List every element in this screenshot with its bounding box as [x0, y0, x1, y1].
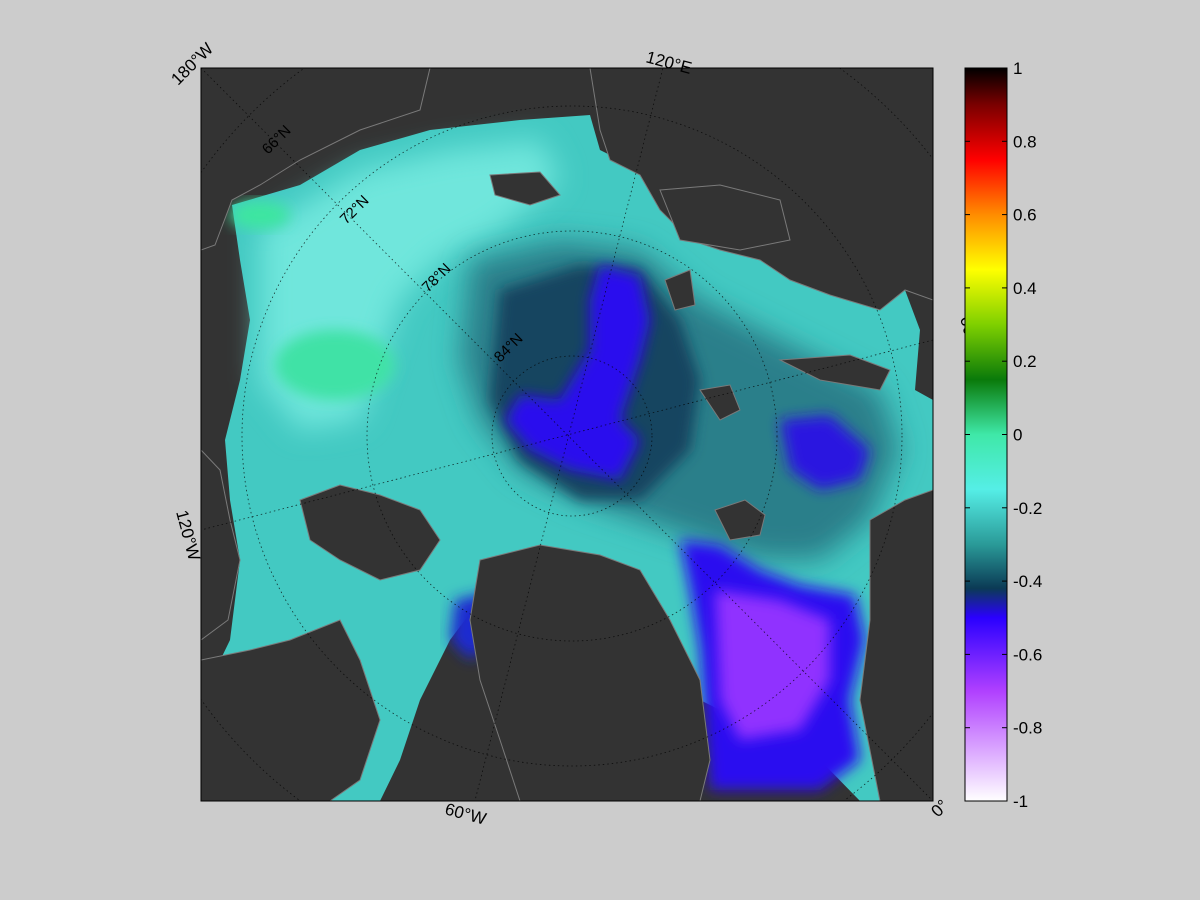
- colorbar-tick-label: 0.4: [1013, 279, 1037, 298]
- colorbar-tick-label: 0.6: [1013, 206, 1037, 225]
- meridian-120e-60w: [474, 68, 664, 801]
- colorbar-tick-label: -0.8: [1013, 719, 1042, 738]
- anomaly-violet-core: [715, 590, 830, 740]
- land-chukotka-alaska: [201, 68, 431, 251]
- colorbar-tick-label: -0.2: [1013, 499, 1042, 518]
- colorbar-tick-label: -1: [1013, 792, 1028, 811]
- land-novaya-zemlya: [778, 354, 891, 391]
- anomaly-blue-east: [780, 415, 870, 490]
- anomaly-green-coast: [230, 201, 290, 229]
- meridian-180w-0: [201, 68, 933, 801]
- land-siberia: [589, 68, 933, 311]
- land-franz-josef: [699, 384, 741, 421]
- colorbar-tick-label: 0.8: [1013, 132, 1037, 151]
- colorbar-tick-label: 0.2: [1013, 352, 1037, 371]
- anomaly-blue-center: [505, 265, 650, 480]
- land-canadian-archipelago: [299, 484, 441, 581]
- land-canada-west: [201, 449, 241, 641]
- lon-label-60w: 60°W: [443, 800, 488, 829]
- map-panel: [201, 68, 933, 801]
- colorbar-tick-label: -0.6: [1013, 645, 1042, 664]
- parallel-84n: [491, 355, 653, 517]
- lon-label-120w: 120°W: [172, 508, 204, 562]
- parallel-72n: [241, 105, 903, 767]
- meridian-60e-120w: [201, 339, 933, 531]
- colorbar: 1 0.8 0.6 0.4 0.2 0 -0.2 -0.4 -0.6 -0.8 -1: [964, 59, 1042, 811]
- land-masses: [201, 68, 933, 801]
- colorbar-tick-label: -0.4: [1013, 572, 1042, 591]
- colorbar-ticks: 1 0.8 0.6 0.4 0.2 0 -0.2 -0.4 -0.6 -0.8 -1: [965, 59, 1042, 811]
- land-svalbard: [714, 499, 766, 541]
- colorbar-tick-label: 0: [1013, 426, 1022, 445]
- anomaly-green-patch: [275, 330, 395, 400]
- land-new-siberian: [489, 171, 561, 206]
- land-greenland: [469, 544, 711, 801]
- land-baffin-coast: [201, 619, 381, 801]
- graticule: [201, 68, 933, 801]
- land-scandinavia: [859, 489, 933, 801]
- colorbar-gradient: [964, 67, 1008, 802]
- land-severnaya: [664, 269, 696, 311]
- colorbar-tick-label: 1: [1013, 59, 1022, 78]
- parallel-78n: [366, 230, 778, 642]
- land-taymyr: [659, 184, 791, 251]
- anomaly-field: [201, 115, 933, 801]
- map-frame: [200, 67, 934, 802]
